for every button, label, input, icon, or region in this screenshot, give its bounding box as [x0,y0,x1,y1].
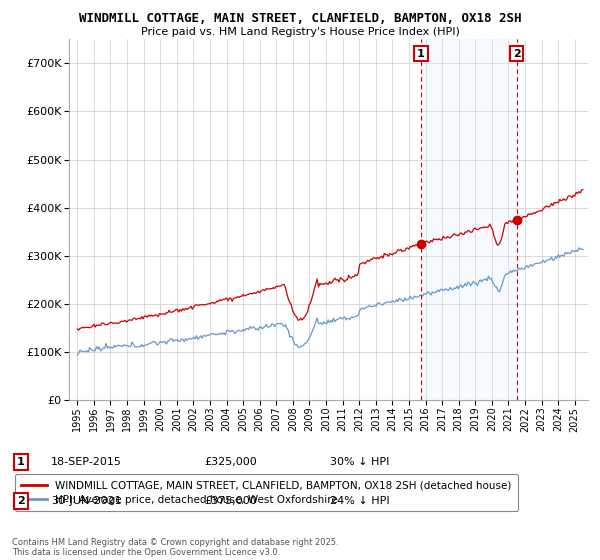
Text: £375,000: £375,000 [204,496,257,506]
Text: 2: 2 [17,496,25,506]
Text: £325,000: £325,000 [204,457,257,467]
Text: 1: 1 [417,49,425,59]
Text: 1: 1 [17,457,25,467]
Text: Price paid vs. HM Land Registry's House Price Index (HPI): Price paid vs. HM Land Registry's House … [140,27,460,37]
Text: 2: 2 [513,49,521,59]
Text: Contains HM Land Registry data © Crown copyright and database right 2025.
This d: Contains HM Land Registry data © Crown c… [12,538,338,557]
Bar [421,39,517,400]
Text: 30-JUN-2021: 30-JUN-2021 [51,496,122,506]
Text: 30% ↓ HPI: 30% ↓ HPI [330,457,389,467]
Legend: WINDMILL COTTAGE, MAIN STREET, CLANFIELD, BAMPTON, OX18 2SH (detached house), HP: WINDMILL COTTAGE, MAIN STREET, CLANFIELD… [14,474,518,511]
Text: 24% ↓ HPI: 24% ↓ HPI [330,496,389,506]
Text: 18-SEP-2015: 18-SEP-2015 [51,457,122,467]
Text: WINDMILL COTTAGE, MAIN STREET, CLANFIELD, BAMPTON, OX18 2SH: WINDMILL COTTAGE, MAIN STREET, CLANFIELD… [79,12,521,25]
